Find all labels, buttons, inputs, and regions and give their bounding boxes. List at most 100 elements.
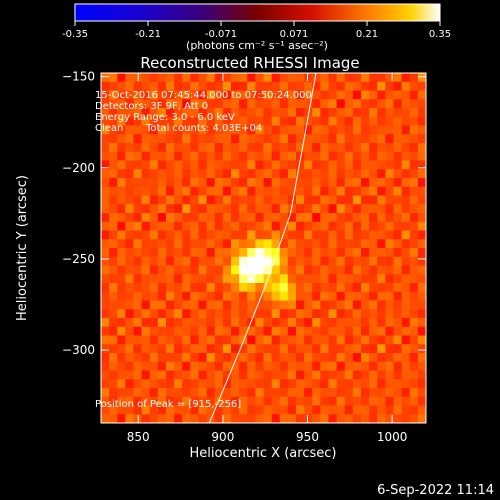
heatmap-pixel (133, 230, 143, 240)
heatmap-pixel (239, 344, 248, 354)
heatmap-pixel (417, 344, 426, 354)
heatmap-pixel (320, 90, 329, 100)
heatmap-pixel (377, 291, 386, 301)
heatmap-pixel (312, 230, 321, 240)
heatmap-pixel (133, 99, 143, 109)
heatmap-pixel (141, 370, 151, 380)
heatmap-pixel (255, 388, 264, 398)
heatmap-pixel (149, 73, 159, 83)
heatmap-pixel (125, 195, 134, 205)
heatmap-pixel (393, 405, 403, 415)
heatmap-pixel (174, 213, 183, 223)
heatmap-pixel (393, 256, 403, 266)
heatmap-pixel (344, 213, 354, 223)
heatmap-pixel (271, 160, 281, 170)
heatmap-pixel (117, 116, 126, 126)
heatmap-pixel (149, 370, 159, 380)
heatmap-pixel (109, 125, 118, 135)
heatmap-pixel (377, 326, 386, 336)
heatmap-pixel (328, 239, 338, 249)
heatmap-pixel (214, 186, 224, 196)
heatmap-pixel (198, 300, 208, 310)
heatmap-pixel (271, 318, 281, 328)
heatmap-pixel (101, 300, 110, 310)
heatmap-pixel (239, 274, 248, 284)
heatmap-pixel (198, 283, 208, 293)
heatmap-pixel (222, 283, 232, 293)
heatmap-pixel (361, 151, 370, 161)
colorbar-tick-label: 0.21 (356, 29, 378, 40)
heatmap-pixel (141, 195, 151, 205)
heatmap-pixel (206, 248, 216, 258)
heatmap-pixel (385, 370, 394, 380)
heatmap-pixel (206, 73, 216, 83)
heatmap-pixel (344, 151, 354, 161)
heatmap-pixel (401, 204, 411, 214)
heatmap-pixel (214, 221, 224, 231)
heatmap-pixel (117, 178, 126, 188)
heatmap-pixel (304, 125, 313, 135)
heatmap-pixel (263, 326, 273, 336)
heatmap-pixel (385, 335, 394, 345)
heatmap-pixel (206, 344, 216, 354)
heatmap-pixel (393, 318, 403, 328)
heatmap-pixel (141, 326, 151, 336)
heatmap-pixel (409, 195, 419, 205)
heatmap-pixel (409, 309, 419, 319)
heatmap-pixel (141, 99, 151, 109)
heatmap-pixel (328, 300, 338, 310)
heatmap-pixel (141, 169, 151, 179)
heatmap-pixel (182, 151, 191, 161)
heatmap-pixel (117, 143, 126, 153)
heatmap-pixel (271, 309, 281, 319)
heatmap-pixel (336, 116, 346, 126)
heatmap-pixel (344, 405, 354, 415)
heatmap-pixel (409, 81, 419, 91)
heatmap-pixel (336, 213, 346, 223)
heatmap-pixel (214, 81, 224, 91)
heatmap-pixel (174, 178, 183, 188)
heatmap-pixel (247, 335, 256, 345)
heatmap-pixel (377, 239, 386, 249)
heatmap-pixel (149, 108, 159, 118)
heatmap-pixel (174, 396, 183, 406)
heatmap-pixel (279, 160, 289, 170)
heatmap-pixel (263, 239, 273, 249)
heatmap-pixel (101, 265, 110, 275)
heatmap-pixel (401, 151, 411, 161)
heatmap-pixel (231, 379, 240, 389)
heatmap-pixel (166, 344, 175, 354)
heatmap-pixel (166, 221, 175, 231)
heatmap-pixel (417, 213, 426, 223)
heatmap-pixel (296, 108, 305, 118)
heatmap-pixel (255, 335, 264, 345)
heatmap-pixel (206, 353, 216, 363)
heatmap-pixel (417, 221, 426, 231)
heatmap-pixel (214, 73, 224, 83)
heatmap-pixel (409, 396, 419, 406)
heatmap-pixel (369, 195, 378, 205)
heatmap-pixel (296, 195, 305, 205)
heatmap-pixel (206, 178, 216, 188)
heatmap-pixel (247, 221, 256, 231)
heatmap-pixel (255, 125, 264, 135)
heatmap-pixel (141, 256, 151, 266)
heatmap-pixel (304, 99, 313, 109)
heatmap-pixel (133, 90, 143, 100)
heatmap-pixel (222, 256, 232, 266)
heatmap-pixel (101, 195, 110, 205)
heatmap-pixel (125, 318, 134, 328)
heatmap-pixel (385, 396, 394, 406)
heatmap-pixel (393, 379, 403, 389)
heatmap-pixel (149, 125, 159, 135)
heatmap-pixel (182, 160, 191, 170)
heatmap-pixel (401, 221, 411, 231)
heatmap-pixel (231, 143, 240, 153)
heatmap-pixel (320, 160, 329, 170)
heatmap-pixel (101, 379, 110, 389)
heatmap-pixel (271, 353, 281, 363)
heatmap-pixel (409, 73, 419, 83)
heatmap-pixel (279, 370, 289, 380)
heatmap-pixel (271, 239, 281, 249)
heatmap-pixel (157, 186, 167, 196)
